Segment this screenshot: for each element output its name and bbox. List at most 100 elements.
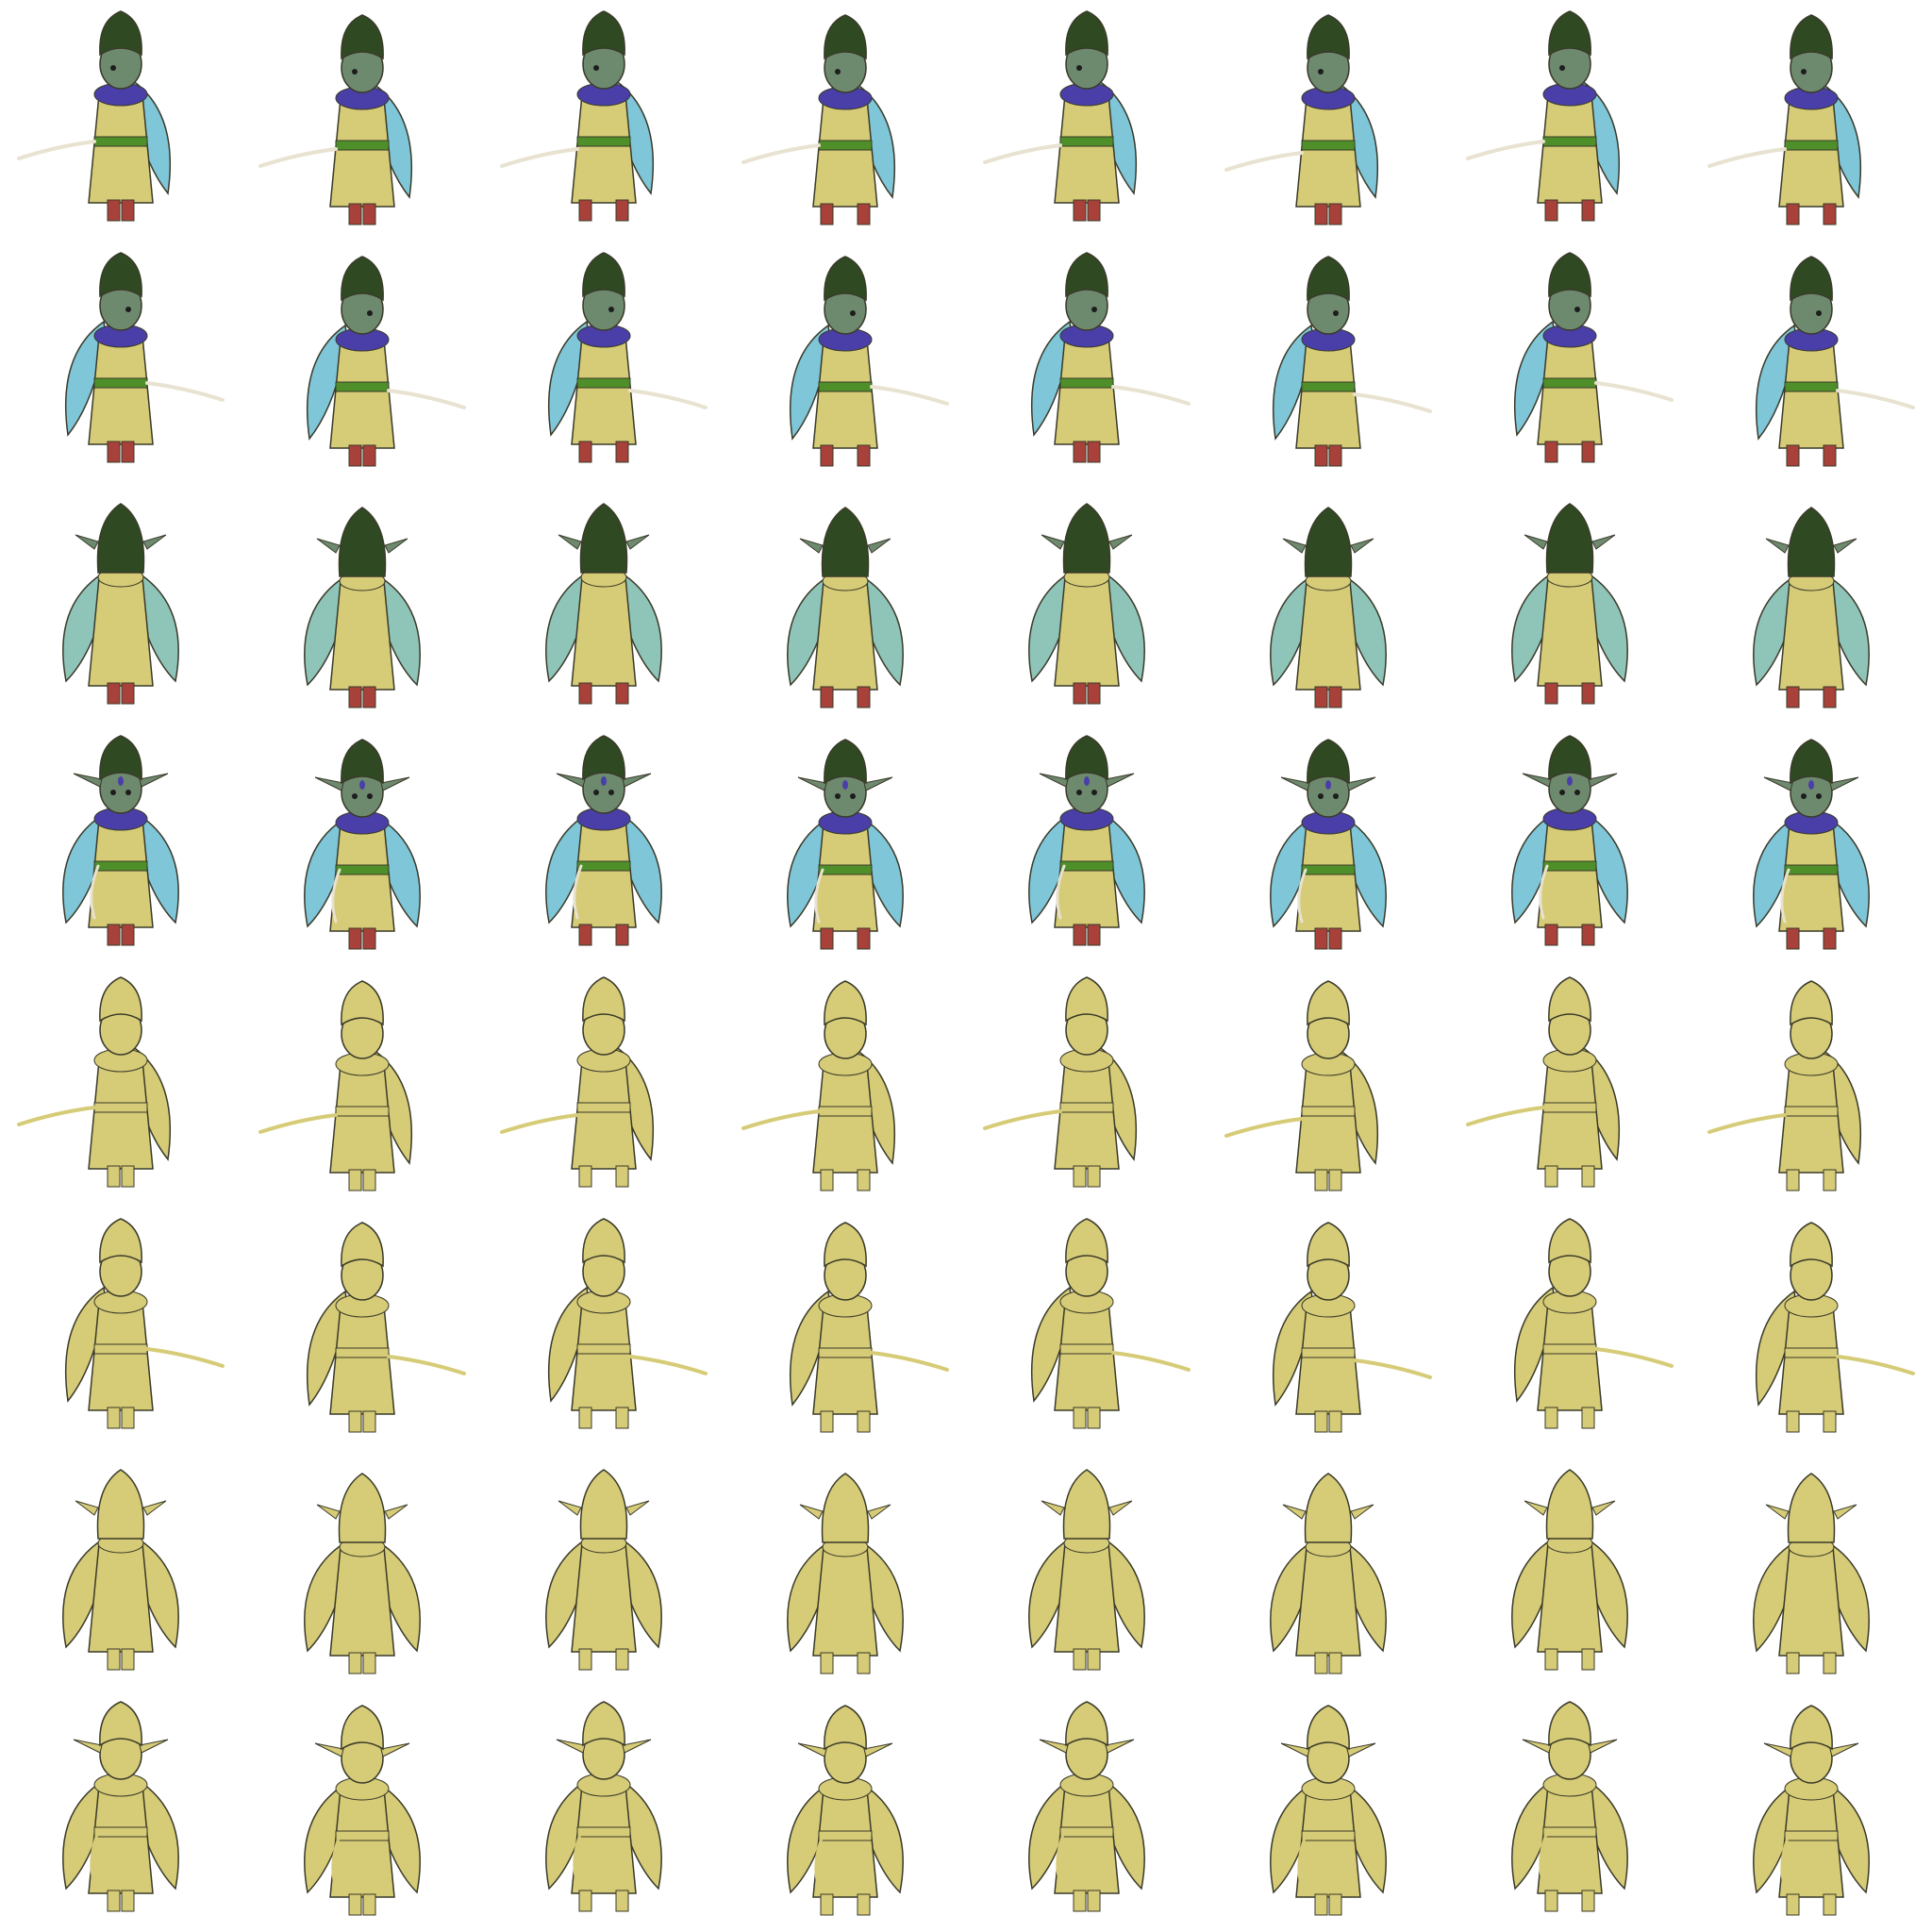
sprite-frame (1690, 242, 1932, 483)
hair (582, 10, 625, 57)
hair (341, 14, 384, 60)
boot-right (362, 203, 376, 225)
sprite-frame-image (741, 980, 896, 1191)
sprite-frame-image (1030, 1218, 1191, 1429)
belt (1059, 1343, 1114, 1355)
robe (1778, 580, 1844, 691)
hair (1065, 735, 1108, 781)
belt (1542, 136, 1597, 147)
eye (1076, 790, 1082, 795)
sword (1780, 868, 1790, 924)
sword (90, 864, 100, 920)
hair (1548, 735, 1591, 781)
hair (824, 256, 867, 302)
sprite-frame (724, 242, 966, 483)
belt (93, 1343, 148, 1355)
sprite-frame-image (1753, 507, 1870, 708)
ear-right (863, 1742, 893, 1757)
hair (1307, 14, 1350, 60)
robe (1054, 818, 1120, 928)
sprite-frame (242, 724, 483, 966)
eye (1574, 307, 1580, 312)
sprite-row-back-attack (0, 1449, 1932, 1690)
sprite-frame-image (1755, 1222, 1915, 1433)
boot-right (362, 1893, 376, 1916)
ear-left (556, 1739, 586, 1754)
boot-left (1786, 686, 1800, 708)
ear-right (863, 776, 893, 791)
belt (93, 1826, 148, 1838)
sword (17, 1106, 96, 1126)
robe (1537, 93, 1603, 204)
boot-right (615, 1890, 629, 1912)
belt (818, 1347, 873, 1358)
character (1028, 503, 1145, 705)
character (1466, 10, 1621, 222)
sprite-frame (0, 966, 242, 1208)
sprite-frame (1208, 0, 1449, 242)
sprite-frame (724, 1208, 966, 1449)
character (1511, 503, 1628, 705)
eye (1318, 69, 1324, 75)
belt (576, 860, 631, 872)
sprite-row-left-attack (0, 966, 1932, 1208)
sword (870, 385, 949, 406)
boot-right (857, 686, 871, 708)
boot-left (1544, 924, 1558, 946)
sprite-frame-image (304, 1705, 421, 1916)
boot-right (1823, 444, 1837, 467)
sprite-frame-image (1272, 1222, 1432, 1433)
sprite-frame (1690, 0, 1932, 242)
hair (1065, 976, 1108, 1023)
belt (1542, 1102, 1597, 1113)
boot-left (578, 1165, 592, 1188)
sprite-frame (1208, 966, 1449, 1208)
sword (1297, 1834, 1307, 1890)
hair (1548, 252, 1591, 298)
eye (1091, 790, 1097, 795)
sprite-frame-image (1224, 14, 1379, 225)
character (62, 503, 179, 705)
ear-left (73, 1739, 103, 1754)
character (304, 739, 421, 950)
belt (1542, 860, 1597, 872)
character (1753, 1473, 1870, 1674)
sword (1836, 1355, 1915, 1375)
boot-right (1581, 441, 1595, 463)
boot-right (1087, 1890, 1101, 1912)
robe (571, 818, 637, 928)
robe (329, 339, 395, 449)
boot-right (121, 1407, 135, 1429)
boot-left (1544, 1648, 1558, 1671)
character (1224, 980, 1379, 1191)
character (787, 1473, 904, 1674)
boot-right (615, 441, 629, 463)
sword (145, 381, 225, 402)
belt (1059, 377, 1114, 389)
belt (1059, 860, 1114, 872)
belt (1784, 381, 1839, 392)
boot-left (348, 1410, 362, 1433)
ear-right (1346, 1742, 1376, 1757)
eye (1816, 310, 1822, 316)
belt (93, 136, 148, 147)
sprite-frame-image (1270, 1705, 1387, 1916)
character (304, 1473, 421, 1674)
robe (1295, 339, 1361, 449)
robe (1295, 1546, 1361, 1657)
boot-left (820, 1410, 834, 1433)
sprite-frame-image (1755, 256, 1915, 467)
boot-left (348, 927, 362, 950)
robe (812, 822, 878, 932)
character (1466, 976, 1621, 1188)
sprite-frame (1449, 0, 1690, 242)
sprite-frame (1208, 1449, 1449, 1690)
character (62, 1701, 179, 1912)
boot-right (1087, 441, 1101, 463)
boot-right (121, 924, 135, 946)
sword (1594, 381, 1674, 402)
sprite-frame-image (64, 1218, 225, 1429)
hair (99, 252, 142, 298)
boot-left (1073, 1165, 1087, 1188)
forehead-gem (842, 780, 848, 790)
